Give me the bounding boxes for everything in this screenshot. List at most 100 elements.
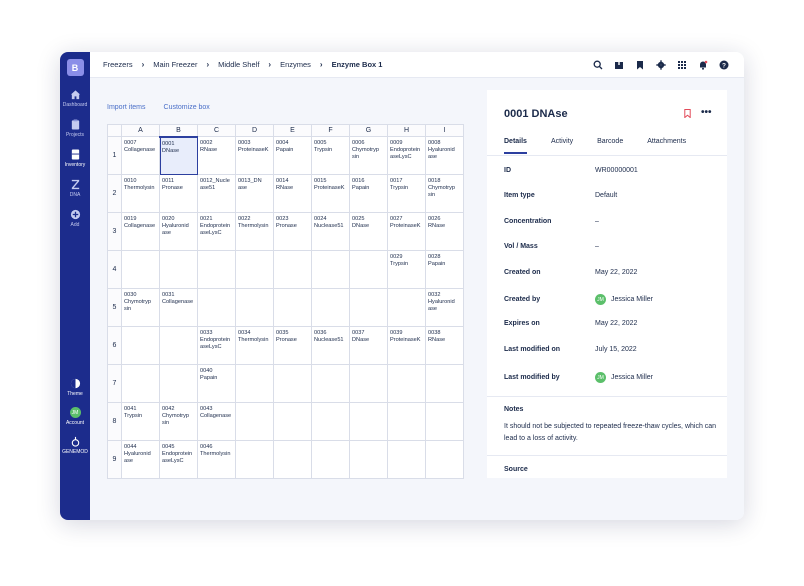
empty-box-cell[interactable] (159, 364, 198, 403)
box-cell[interactable]: 0004 Papain (273, 136, 312, 175)
empty-box-cell[interactable] (387, 364, 426, 403)
empty-box-cell[interactable] (425, 364, 464, 403)
empty-box-cell[interactable] (197, 288, 236, 327)
empty-box-cell[interactable] (311, 402, 350, 441)
sidebar-item-inventory[interactable]: Inventory (60, 149, 90, 168)
column-header[interactable]: B (159, 124, 198, 138)
row-header[interactable]: 4 (107, 250, 122, 289)
box-cell[interactable]: 0038 RNase (425, 326, 464, 365)
box-cell[interactable]: 0022 Thermolysin (235, 212, 274, 251)
box-cell[interactable]: 0039 ProteinaseK (387, 326, 426, 365)
sidebar-item-projects[interactable]: Projects (60, 119, 90, 138)
empty-box-cell[interactable] (273, 402, 312, 441)
box-cell[interactable]: 0019 Collagenase (121, 212, 160, 251)
box-cell[interactable]: 0045 Endoprotein aseLysC (159, 440, 198, 479)
column-header[interactable]: C (197, 124, 236, 137)
box-cell[interactable]: 0029 Trypsin (387, 250, 426, 289)
empty-box-cell[interactable] (311, 288, 350, 327)
empty-box-cell[interactable] (311, 440, 350, 479)
empty-box-cell[interactable] (235, 250, 274, 289)
breadcrumb-freezers[interactable]: Freezers (103, 60, 133, 69)
breadcrumb-main-freezer[interactable]: Main Freezer (153, 60, 198, 69)
row-header[interactable]: 7 (107, 364, 122, 403)
column-header[interactable]: G (349, 124, 388, 137)
box-cell[interactable]: 0026 RNase (425, 212, 464, 251)
empty-box-cell[interactable] (235, 288, 274, 327)
box-cell[interactable]: 0028 Papain (425, 250, 464, 289)
empty-box-cell[interactable] (349, 364, 388, 403)
box-cell[interactable]: 0040 Papain (197, 364, 236, 403)
box-cell[interactable]: 0044 Hyaluronid ase (121, 440, 160, 479)
empty-box-cell[interactable] (311, 364, 350, 403)
empty-box-cell[interactable] (273, 440, 312, 479)
box-cell[interactable]: 0025 DNase (349, 212, 388, 251)
empty-box-cell[interactable] (425, 440, 464, 479)
gear-icon[interactable] (655, 59, 667, 71)
empty-box-cell[interactable] (349, 402, 388, 441)
box-cell[interactable]: 0037 DNase (349, 326, 388, 365)
user-name[interactable]: Jessica Miller (611, 296, 654, 303)
box-cell[interactable]: 0034 Thermolysin (235, 326, 274, 365)
box-cell[interactable]: 0043 Collagenase (197, 402, 236, 441)
sidebar-item-dashboard[interactable]: Dashboard (60, 89, 90, 108)
box-cell[interactable]: 0012_Nucle ase51 (197, 174, 236, 213)
box-cell[interactable]: 0008 Hyaluronid ase (425, 136, 464, 175)
box-cell[interactable]: 0018 Chymotryp sin (425, 174, 464, 213)
bookmark-icon[interactable] (634, 59, 646, 71)
breadcrumb-enzymes[interactable]: Enzymes (280, 60, 311, 69)
box-cell[interactable]: 0006 Chymotryp sin (349, 136, 388, 175)
box-cell[interactable]: 0035 Pronase (273, 326, 312, 365)
empty-box-cell[interactable] (273, 288, 312, 327)
empty-box-cell[interactable] (121, 250, 160, 289)
box-cell[interactable]: 0023 Pronase (273, 212, 312, 251)
box-cell[interactable]: 0011 Pronase (159, 174, 198, 213)
empty-box-cell[interactable] (387, 288, 426, 327)
row-header[interactable]: 9 (107, 440, 122, 479)
empty-box-cell[interactable] (349, 250, 388, 289)
box-cell[interactable]: 0024 Nuclease51 (311, 212, 350, 251)
column-header[interactable]: I (425, 124, 464, 137)
row-header[interactable]: 8 (107, 402, 122, 441)
row-header[interactable]: 2 (107, 174, 122, 213)
box-cell[interactable]: 0001 DNase (159, 136, 198, 175)
empty-box-cell[interactable] (235, 402, 274, 441)
box-cell[interactable]: 0007 Collagenase (121, 136, 160, 175)
empty-box-cell[interactable] (425, 402, 464, 441)
empty-box-cell[interactable] (387, 440, 426, 479)
empty-box-cell[interactable] (121, 326, 160, 365)
box-cell[interactable]: 0036 Nuclease51 (311, 326, 350, 365)
empty-box-cell[interactable] (159, 326, 198, 365)
row-header[interactable]: 1 (107, 136, 122, 175)
box-cell[interactable]: 0033 Endoprotein aseLysC (197, 326, 236, 365)
tab-details[interactable]: Details (504, 138, 527, 154)
column-header[interactable]: A (121, 124, 160, 137)
tab-activity[interactable]: Activity (550, 138, 574, 145)
box-cell[interactable]: 0041 Trypsin (121, 402, 160, 441)
box-cell[interactable]: 0030 Chymotryp sin (121, 288, 160, 327)
bell-icon[interactable] (697, 59, 709, 71)
box-cell[interactable]: 0046 Thermolysin (197, 440, 236, 479)
sidebar-item-add[interactable]: Add (60, 209, 90, 228)
empty-box-cell[interactable] (197, 250, 236, 289)
row-header[interactable]: 3 (107, 212, 122, 251)
empty-box-cell[interactable] (273, 364, 312, 403)
tab-attachments[interactable]: Attachments (647, 138, 687, 145)
empty-box-cell[interactable] (235, 440, 274, 479)
row-header[interactable]: 6 (107, 326, 122, 365)
empty-box-cell[interactable] (349, 288, 388, 327)
sidebar-item-genemod[interactable]: GENEMOD (60, 436, 90, 455)
help-icon[interactable]: ? (718, 59, 730, 71)
box-cell[interactable]: 0031 Collagenase (159, 288, 198, 327)
column-header[interactable]: E (273, 124, 312, 137)
box-cell[interactable]: 0017 Trypsin (387, 174, 426, 213)
search-icon[interactable] (592, 59, 604, 71)
box-cell[interactable]: 0020 Hyaluronid ase (159, 212, 198, 251)
empty-box-cell[interactable] (311, 250, 350, 289)
customize-box-link[interactable]: Customize box (163, 104, 210, 111)
sidebar-item-dna[interactable]: DNA (60, 179, 90, 198)
box-cell[interactable]: 0021 Endoprotein aseLysC (197, 212, 236, 251)
tab-barcode[interactable]: Barcode (597, 138, 624, 145)
column-header[interactable]: F (311, 124, 350, 137)
empty-box-cell[interactable] (273, 250, 312, 289)
box-cell[interactable]: 0042 Chymotryp sin (159, 402, 198, 441)
